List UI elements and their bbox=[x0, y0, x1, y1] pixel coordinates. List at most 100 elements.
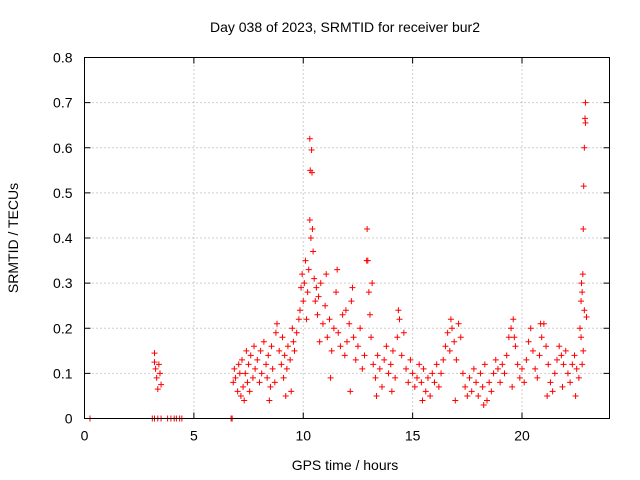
data-point bbox=[511, 334, 518, 341]
data-point bbox=[444, 329, 451, 336]
data-point bbox=[307, 235, 314, 241]
data-point bbox=[334, 266, 341, 273]
data-point bbox=[236, 370, 243, 377]
data-point bbox=[438, 370, 445, 377]
data-point bbox=[282, 392, 289, 399]
data-point bbox=[579, 361, 586, 368]
data-point bbox=[455, 320, 462, 327]
data-point bbox=[299, 271, 306, 278]
data-point bbox=[303, 316, 310, 323]
data-point bbox=[411, 383, 418, 390]
data-point bbox=[368, 334, 375, 341]
data-point bbox=[364, 225, 371, 232]
data-point bbox=[418, 379, 425, 386]
data-point bbox=[508, 325, 515, 332]
data-point bbox=[322, 302, 329, 309]
data-point bbox=[357, 325, 364, 332]
data-point bbox=[300, 298, 307, 305]
data-point bbox=[558, 352, 565, 359]
data-point bbox=[370, 361, 377, 368]
data-point bbox=[366, 311, 373, 318]
data-point bbox=[464, 392, 471, 399]
data-point bbox=[538, 334, 545, 341]
data-point bbox=[361, 352, 368, 359]
data-point bbox=[151, 350, 158, 357]
data-point bbox=[268, 343, 275, 350]
data-point bbox=[578, 334, 585, 341]
data-point bbox=[276, 347, 283, 354]
data-point bbox=[267, 383, 274, 390]
data-point bbox=[569, 361, 576, 368]
data-point bbox=[556, 343, 563, 350]
data-point bbox=[288, 388, 295, 395]
data-point bbox=[151, 359, 158, 366]
data-point bbox=[392, 374, 399, 381]
data-point bbox=[265, 352, 272, 359]
y-tick-label: 0.6 bbox=[53, 140, 73, 156]
data-point bbox=[246, 388, 253, 395]
data-point bbox=[545, 361, 552, 368]
data-point bbox=[544, 392, 551, 399]
data-point bbox=[245, 361, 252, 368]
data-point bbox=[313, 284, 320, 291]
data-point bbox=[350, 334, 357, 341]
data-point bbox=[311, 275, 318, 282]
data-point bbox=[306, 216, 313, 223]
data-point bbox=[446, 347, 453, 354]
data-point bbox=[230, 379, 237, 386]
data-point bbox=[269, 365, 276, 372]
data-point bbox=[578, 298, 585, 305]
data-point bbox=[403, 365, 410, 372]
data-point bbox=[293, 329, 300, 336]
data-point bbox=[242, 370, 249, 377]
data-point bbox=[547, 379, 554, 386]
data-point bbox=[274, 320, 280, 327]
data-point bbox=[387, 361, 394, 368]
data-point bbox=[554, 356, 560, 363]
data-point bbox=[492, 356, 499, 363]
data-point bbox=[237, 392, 244, 399]
data-point bbox=[280, 374, 287, 381]
data-point bbox=[327, 374, 334, 381]
data-point bbox=[385, 370, 392, 377]
data-point bbox=[302, 257, 309, 264]
data-point bbox=[341, 352, 348, 359]
data-point bbox=[271, 379, 278, 386]
data-point bbox=[272, 329, 279, 336]
data-point bbox=[572, 392, 579, 399]
data-point bbox=[488, 388, 495, 395]
data-point bbox=[442, 343, 449, 350]
data-point bbox=[379, 383, 385, 390]
data-point bbox=[494, 365, 501, 372]
data-point bbox=[257, 347, 264, 354]
data-point bbox=[373, 392, 380, 399]
data-point bbox=[567, 379, 574, 386]
data-point bbox=[560, 361, 567, 368]
data-point bbox=[365, 289, 372, 296]
chart-title: Day 038 of 2023, SRMTID for receiver bur… bbox=[210, 19, 480, 35]
data-point bbox=[289, 325, 296, 332]
data-point bbox=[532, 365, 539, 372]
data-point bbox=[505, 334, 512, 341]
data-point bbox=[420, 365, 427, 372]
data-point bbox=[251, 343, 258, 350]
data-point bbox=[235, 361, 242, 368]
data-point bbox=[580, 225, 587, 232]
data-point bbox=[305, 266, 312, 273]
data-point bbox=[580, 183, 587, 190]
data-point bbox=[249, 374, 256, 381]
data-point bbox=[510, 316, 517, 323]
data-point bbox=[477, 370, 484, 377]
data-point bbox=[283, 365, 290, 372]
data-point bbox=[583, 313, 590, 320]
data-point bbox=[429, 370, 436, 377]
y-tick-label: 0.5 bbox=[53, 185, 73, 201]
data-point bbox=[414, 374, 420, 381]
data-point bbox=[244, 379, 251, 386]
data-point bbox=[279, 334, 286, 341]
data-point bbox=[346, 320, 353, 327]
data-point bbox=[260, 338, 267, 345]
data-point bbox=[158, 381, 165, 388]
x-tick-label: 20 bbox=[514, 428, 530, 444]
data-point bbox=[527, 325, 534, 332]
